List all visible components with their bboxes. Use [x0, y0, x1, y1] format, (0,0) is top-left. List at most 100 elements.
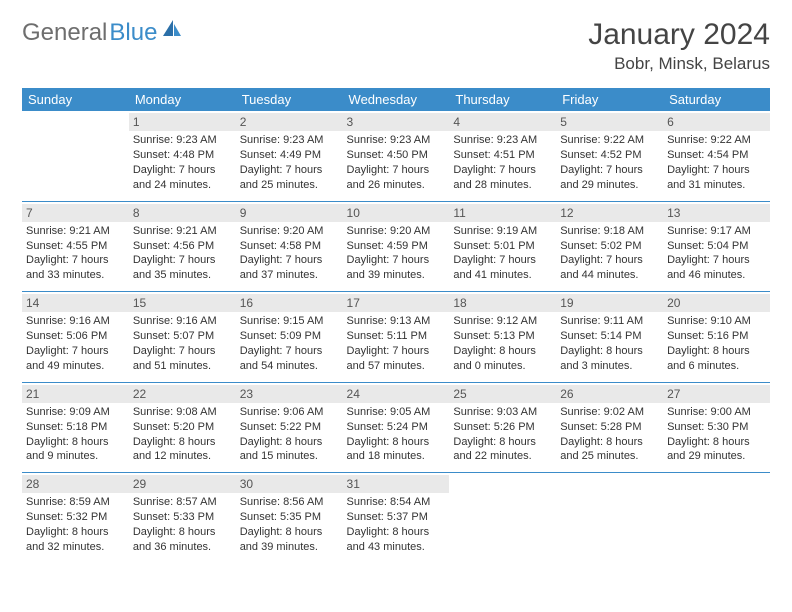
cell-sunrise: Sunrise: 9:16 AM [133, 314, 232, 329]
cell-sunrise: Sunrise: 9:22 AM [667, 133, 766, 148]
day-number: 21 [22, 385, 129, 403]
cell-sunset: Sunset: 5:20 PM [133, 420, 232, 435]
cell-sunset: Sunset: 5:14 PM [560, 329, 659, 344]
calendar-day-cell: 5Sunrise: 9:22 AMSunset: 4:52 PMDaylight… [556, 111, 663, 201]
cell-sunset: Sunset: 5:28 PM [560, 420, 659, 435]
cell-sunrise: Sunrise: 9:16 AM [26, 314, 125, 329]
cell-daylight: Daylight: 8 hours and 12 minutes. [133, 435, 232, 465]
calendar-table: SundayMondayTuesdayWednesdayThursdayFrid… [22, 88, 770, 563]
cell-daylight: Daylight: 7 hours and 44 minutes. [560, 253, 659, 283]
weekday-header: Tuesday [236, 88, 343, 111]
cell-sunrise: Sunrise: 8:59 AM [26, 495, 125, 510]
cell-sunset: Sunset: 4:51 PM [453, 148, 552, 163]
weekday-header: Sunday [22, 88, 129, 111]
cell-daylight: Daylight: 7 hours and 33 minutes. [26, 253, 125, 283]
day-number: 30 [236, 475, 343, 493]
cell-sunrise: Sunrise: 9:05 AM [347, 405, 446, 420]
day-number: 25 [449, 385, 556, 403]
calendar-day-cell: . [22, 111, 129, 201]
calendar-day-cell: 19Sunrise: 9:11 AMSunset: 5:14 PMDayligh… [556, 292, 663, 383]
cell-sunset: Sunset: 5:30 PM [667, 420, 766, 435]
calendar-day-cell: 10Sunrise: 9:20 AMSunset: 4:59 PMDayligh… [343, 201, 450, 292]
day-number: 1 [129, 113, 236, 131]
weekday-header: Wednesday [343, 88, 450, 111]
cell-sunset: Sunset: 4:52 PM [560, 148, 659, 163]
cell-sunset: Sunset: 5:04 PM [667, 239, 766, 254]
calendar-day-cell: 15Sunrise: 9:16 AMSunset: 5:07 PMDayligh… [129, 292, 236, 383]
location: Bobr, Minsk, Belarus [588, 54, 770, 74]
cell-sunset: Sunset: 5:01 PM [453, 239, 552, 254]
cell-sunset: Sunset: 5:35 PM [240, 510, 339, 525]
cell-daylight: Daylight: 7 hours and 49 minutes. [26, 344, 125, 374]
calendar-day-cell: 8Sunrise: 9:21 AMSunset: 4:56 PMDaylight… [129, 201, 236, 292]
calendar-day-cell: 25Sunrise: 9:03 AMSunset: 5:26 PMDayligh… [449, 382, 556, 473]
cell-daylight: Daylight: 7 hours and 57 minutes. [347, 344, 446, 374]
cell-sunset: Sunset: 4:54 PM [667, 148, 766, 163]
day-number: 10 [343, 204, 450, 222]
cell-daylight: Daylight: 8 hours and 25 minutes. [560, 435, 659, 465]
day-number: 17 [343, 294, 450, 312]
day-number: 18 [449, 294, 556, 312]
calendar-week-row: 21Sunrise: 9:09 AMSunset: 5:18 PMDayligh… [22, 382, 770, 473]
calendar-day-cell: 21Sunrise: 9:09 AMSunset: 5:18 PMDayligh… [22, 382, 129, 473]
cell-sunset: Sunset: 5:02 PM [560, 239, 659, 254]
weekday-header: Thursday [449, 88, 556, 111]
cell-sunrise: Sunrise: 9:08 AM [133, 405, 232, 420]
cell-daylight: Daylight: 7 hours and 26 minutes. [347, 163, 446, 193]
cell-sunrise: Sunrise: 9:02 AM [560, 405, 659, 420]
day-number: 28 [22, 475, 129, 493]
cell-sunrise: Sunrise: 9:23 AM [240, 133, 339, 148]
weekday-header-row: SundayMondayTuesdayWednesdayThursdayFrid… [22, 88, 770, 111]
calendar-day-cell: 20Sunrise: 9:10 AMSunset: 5:16 PMDayligh… [663, 292, 770, 383]
cell-sunset: Sunset: 4:48 PM [133, 148, 232, 163]
calendar-day-cell: 17Sunrise: 9:13 AMSunset: 5:11 PMDayligh… [343, 292, 450, 383]
month-title: January 2024 [588, 18, 770, 52]
cell-sunset: Sunset: 5:13 PM [453, 329, 552, 344]
cell-sunrise: Sunrise: 9:15 AM [240, 314, 339, 329]
day-number: 12 [556, 204, 663, 222]
cell-daylight: Daylight: 7 hours and 37 minutes. [240, 253, 339, 283]
day-number: 24 [343, 385, 450, 403]
day-number: 7 [22, 204, 129, 222]
calendar-day-cell: . [556, 473, 663, 563]
day-number: 20 [663, 294, 770, 312]
calendar-day-cell: 27Sunrise: 9:00 AMSunset: 5:30 PMDayligh… [663, 382, 770, 473]
calendar-day-cell: 13Sunrise: 9:17 AMSunset: 5:04 PMDayligh… [663, 201, 770, 292]
calendar-day-cell: 30Sunrise: 8:56 AMSunset: 5:35 PMDayligh… [236, 473, 343, 563]
cell-sunrise: Sunrise: 9:23 AM [133, 133, 232, 148]
cell-daylight: Daylight: 8 hours and 3 minutes. [560, 344, 659, 374]
weekday-header: Friday [556, 88, 663, 111]
cell-daylight: Daylight: 8 hours and 43 minutes. [347, 525, 446, 555]
day-number: 16 [236, 294, 343, 312]
cell-sunset: Sunset: 4:55 PM [26, 239, 125, 254]
cell-daylight: Daylight: 7 hours and 31 minutes. [667, 163, 766, 193]
day-number: 13 [663, 204, 770, 222]
calendar-day-cell: 26Sunrise: 9:02 AMSunset: 5:28 PMDayligh… [556, 382, 663, 473]
calendar-day-cell: 16Sunrise: 9:15 AMSunset: 5:09 PMDayligh… [236, 292, 343, 383]
cell-daylight: Daylight: 8 hours and 15 minutes. [240, 435, 339, 465]
cell-sunrise: Sunrise: 9:03 AM [453, 405, 552, 420]
cell-daylight: Daylight: 8 hours and 39 minutes. [240, 525, 339, 555]
cell-sunset: Sunset: 4:59 PM [347, 239, 446, 254]
calendar-day-cell: 7Sunrise: 9:21 AMSunset: 4:55 PMDaylight… [22, 201, 129, 292]
day-number: 22 [129, 385, 236, 403]
cell-sunset: Sunset: 5:07 PM [133, 329, 232, 344]
cell-daylight: Daylight: 8 hours and 32 minutes. [26, 525, 125, 555]
cell-sunrise: Sunrise: 9:21 AM [133, 224, 232, 239]
cell-sunrise: Sunrise: 9:10 AM [667, 314, 766, 329]
cell-daylight: Daylight: 7 hours and 35 minutes. [133, 253, 232, 283]
cell-sunrise: Sunrise: 9:22 AM [560, 133, 659, 148]
cell-sunset: Sunset: 5:33 PM [133, 510, 232, 525]
cell-sunset: Sunset: 5:24 PM [347, 420, 446, 435]
cell-sunset: Sunset: 5:16 PM [667, 329, 766, 344]
cell-sunrise: Sunrise: 9:18 AM [560, 224, 659, 239]
calendar-day-cell: 1Sunrise: 9:23 AMSunset: 4:48 PMDaylight… [129, 111, 236, 201]
day-number: 19 [556, 294, 663, 312]
day-number: 3 [343, 113, 450, 131]
day-number: 31 [343, 475, 450, 493]
cell-daylight: Daylight: 7 hours and 46 minutes. [667, 253, 766, 283]
calendar-day-cell: 11Sunrise: 9:19 AMSunset: 5:01 PMDayligh… [449, 201, 556, 292]
cell-sunset: Sunset: 5:06 PM [26, 329, 125, 344]
logo: GeneralBlue [22, 18, 183, 47]
cell-daylight: Daylight: 7 hours and 39 minutes. [347, 253, 446, 283]
